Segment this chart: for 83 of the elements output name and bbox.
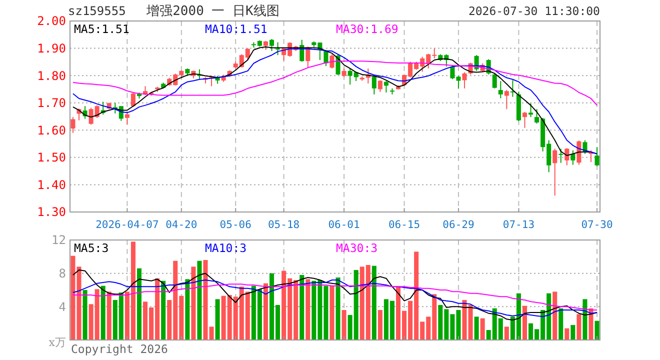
- candlestick: [372, 75, 376, 95]
- y-tick-label: 2.00: [37, 14, 66, 28]
- y-tick-label: 1.40: [37, 178, 66, 192]
- bar: [191, 266, 196, 340]
- y-axis-title: x万: [48, 336, 66, 349]
- y-tick-label: 1.50: [37, 150, 66, 165]
- candlestick: [330, 54, 334, 69]
- candlestick: [276, 42, 280, 56]
- x-tick-label: 05-18: [268, 219, 300, 231]
- x-tick-label: 05-06: [220, 219, 252, 231]
- bar: [372, 266, 376, 340]
- bar: [136, 268, 142, 340]
- y-tick-label: 1.30: [37, 205, 66, 220]
- text: MA30:3: [336, 241, 378, 255]
- candlestick: [462, 72, 467, 89]
- y-tick-label: 1.70: [37, 96, 66, 110]
- candlestick: [263, 40, 268, 50]
- candlestick: [570, 150, 576, 166]
- bar: [106, 292, 112, 340]
- candlestick: [522, 111, 527, 128]
- candlestick: [558, 148, 564, 164]
- y-tick-label: 1.60: [37, 123, 66, 138]
- x-tick-label: 04-20: [166, 219, 198, 231]
- bar: [522, 306, 527, 340]
- candlestick: [70, 116, 76, 134]
- x-tick-label: 2026-04-07: [96, 219, 159, 231]
- bar: [330, 286, 334, 340]
- candlestick: [269, 38, 274, 52]
- line-series: [72, 270, 598, 320]
- x-tick-label: 07-30: [581, 219, 613, 231]
- x-tick-label: 06-29: [442, 219, 474, 231]
- bar: [552, 292, 558, 340]
- chart-subtitle: sz159555: [68, 4, 126, 18]
- bar: [564, 328, 570, 340]
- candlestick: [504, 90, 509, 110]
- bar: [185, 279, 190, 340]
- y-tick-label: 8: [58, 266, 66, 281]
- bar: [558, 308, 564, 340]
- candlestick: [594, 146, 600, 167]
- candlestick: [378, 80, 382, 92]
- candlestick: [124, 111, 130, 125]
- bar: [504, 326, 509, 340]
- line-series: [72, 284, 598, 310]
- x-tick-label: 06-01: [328, 219, 360, 231]
- y-tick-label: 4: [58, 300, 66, 314]
- bar: [570, 325, 576, 340]
- bar: [100, 286, 106, 340]
- bar: [342, 310, 346, 340]
- series-label: MA5:3: [74, 241, 109, 255]
- candlestick: [564, 148, 570, 166]
- candlestick: [498, 80, 503, 99]
- bar: [378, 310, 382, 340]
- bar: [576, 314, 582, 340]
- y-tick-label: 12: [52, 233, 66, 248]
- text: MA5:1.51: [74, 22, 130, 36]
- candlestick: [384, 80, 388, 93]
- candlestick: [528, 102, 534, 118]
- bar: [474, 316, 479, 340]
- bar: [582, 299, 588, 340]
- bar: [594, 320, 600, 340]
- series-label: MA10:1.51: [205, 22, 268, 36]
- y-tick-label: 1.90: [37, 41, 66, 56]
- bar: [82, 290, 88, 340]
- candlestick: [552, 148, 558, 196]
- x-tick-label: 06-15: [388, 219, 420, 231]
- bar: [263, 283, 268, 340]
- bar: [197, 260, 202, 340]
- bar: [336, 278, 340, 340]
- bar: [306, 279, 310, 340]
- chart-title: 增强2000 一 日K线图: [146, 4, 280, 19]
- text: MA30:1.69: [336, 22, 398, 36]
- x-tick-label: 07-13: [502, 219, 535, 231]
- line-series: [72, 280, 598, 318]
- bar: [480, 318, 485, 340]
- candlestick: [130, 92, 136, 108]
- text: Copyright 2026: [71, 342, 168, 356]
- y-tick-label: 1.80: [37, 68, 66, 83]
- text: MA10:3: [205, 241, 247, 255]
- candlestick: [492, 72, 497, 89]
- bar: [215, 299, 220, 340]
- text: 2026-07-30 11:30:00: [468, 4, 600, 18]
- bar: [161, 280, 166, 340]
- bar: [300, 275, 304, 340]
